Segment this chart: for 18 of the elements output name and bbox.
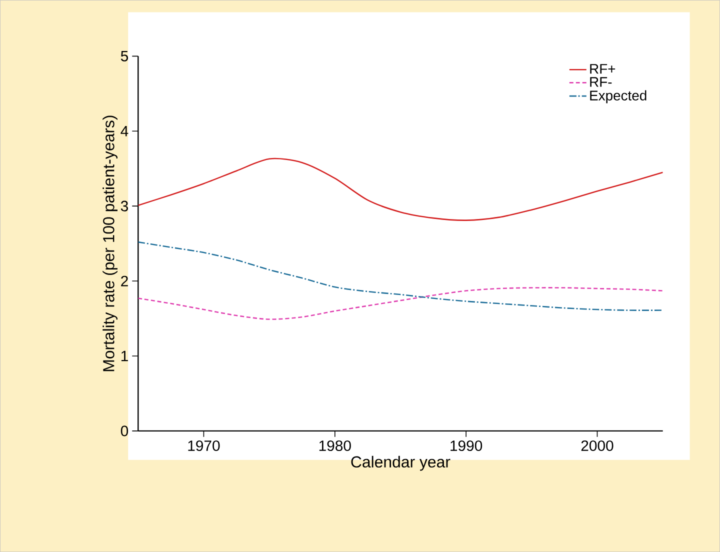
y-axis-title: Mortality rate (per 100 patient-years) [102, 116, 118, 372]
y-tick-label: 1 [121, 350, 128, 362]
legend-label: Expected [590, 90, 646, 104]
legend-label: RF+ [590, 64, 616, 74]
line-series [138, 241, 663, 311]
y-tick-label: 4 [120, 126, 128, 136]
y-tick-label: 0 [120, 426, 128, 436]
x-tick-label: 1980 [319, 440, 351, 451]
y-tick-label: 3 [120, 200, 128, 212]
x-tick-label: 2000 [581, 440, 614, 451]
x-axis-title: Calendar year [351, 456, 450, 471]
line-series [138, 287, 663, 320]
x-tick-label: 1970 [188, 440, 220, 451]
legend-label: RF- [590, 77, 612, 87]
y-tick-label: 2 [121, 276, 128, 286]
x-tick-label: 1990 [450, 440, 482, 451]
line-series [138, 158, 663, 221]
y-tick-label: 5 [120, 50, 128, 62]
